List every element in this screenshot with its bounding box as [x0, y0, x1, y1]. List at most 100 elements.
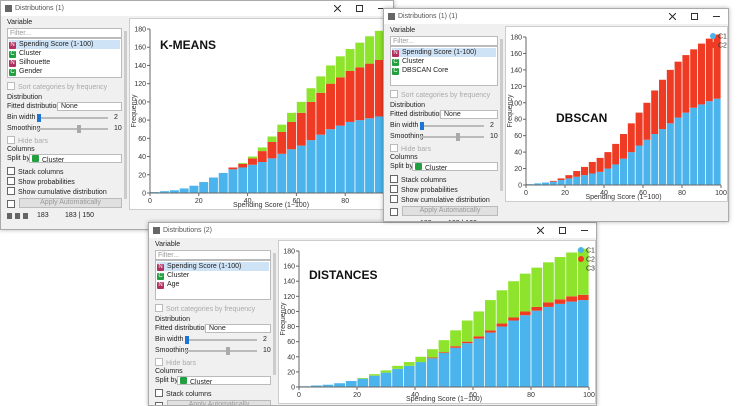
variable-item[interactable]: C Cluster [392, 57, 496, 66]
variable-name: Age [167, 281, 180, 288]
slider-track [420, 136, 484, 138]
hide-bars-checkbox[interactable]: Hide bars [155, 358, 196, 367]
bar [612, 143, 620, 165]
bar [690, 49, 698, 108]
slider-handle[interactable] [225, 347, 230, 355]
variable-item[interactable]: N Age [157, 280, 269, 289]
maximize-button[interactable] [691, 13, 698, 20]
bar [542, 182, 549, 185]
apply-button[interactable]: Apply Automatically [402, 206, 498, 216]
fitted-combo[interactable]: None [205, 324, 271, 333]
window-title: Distributions (1) [15, 5, 65, 12]
sort-checkbox[interactable]: Sort categories by frequency [155, 304, 255, 313]
bar [427, 357, 438, 359]
minimize-button[interactable] [378, 5, 385, 9]
bar [588, 173, 596, 185]
bar [682, 112, 690, 185]
slider-handle[interactable] [77, 125, 82, 133]
variable-list: N Spending Score (1-100) C Cluster N Age [155, 260, 271, 300]
slider-track [37, 128, 108, 130]
maximize-button[interactable] [356, 5, 363, 12]
window-title: Distributions (1) (1) [398, 13, 458, 20]
option-checkbox[interactable]: Show probabilities [390, 185, 458, 194]
bar [496, 323, 508, 327]
bar [698, 43, 705, 105]
option-checkbox[interactable]: Stack columns [390, 175, 447, 184]
slider-handle[interactable] [420, 122, 424, 130]
apply-button[interactable]: Apply Automatically [19, 198, 122, 208]
split-combo[interactable]: Cluster [29, 154, 122, 164]
slider-handle[interactable] [456, 133, 460, 141]
bar [508, 317, 519, 321]
maximize-button[interactable] [559, 227, 566, 234]
variable-item[interactable]: C Gender [9, 67, 120, 76]
bar [380, 372, 392, 387]
y-axis-label: Frequency [280, 302, 287, 336]
bar [326, 129, 336, 193]
bar [238, 162, 248, 164]
minimize-button[interactable] [581, 227, 588, 231]
fitted-combo[interactable]: None [57, 102, 122, 111]
variable-item[interactable]: C Cluster [9, 49, 120, 58]
apply-button[interactable]: Apply Automatically [167, 400, 271, 405]
chart-annotation: DISTANCES [309, 268, 377, 282]
bar [306, 101, 316, 141]
variable-name: Spending Score (1-100) [19, 41, 94, 48]
filter-input[interactable]: Filter... [390, 36, 498, 46]
option-checkbox[interactable]: Show probabilities [7, 177, 75, 186]
hide-bars-checkbox[interactable]: Hide bars [7, 136, 48, 145]
sort-checkbox[interactable]: Sort categories by frequency [7, 82, 107, 91]
field-label: Split by [7, 155, 30, 162]
section-label: Columns [390, 154, 418, 161]
bar [438, 340, 450, 353]
variable-item[interactable]: C DBSCAN Core [392, 66, 496, 75]
bar [392, 365, 403, 369]
bar [169, 190, 179, 193]
field-label: Fitted distribution [390, 111, 444, 118]
variable-name: Spending Score (1-100) [167, 263, 242, 270]
checkbox [390, 90, 398, 98]
filter-input[interactable]: Filter... [155, 250, 271, 260]
checkbox [7, 167, 15, 175]
split-combo[interactable]: Cluster [412, 162, 498, 172]
bar [365, 118, 375, 193]
option-checkbox[interactable]: Stack columns [7, 167, 64, 176]
bar [566, 296, 577, 302]
variable-item[interactable]: N Spending Score (1-100) [392, 48, 496, 57]
y-tick-label: 20 [514, 166, 522, 173]
variable-item[interactable]: N Spending Score (1-100) [9, 40, 120, 49]
bar [473, 311, 485, 337]
option-checkbox[interactable]: Show cumulative distribution [390, 195, 490, 204]
fitted-combo[interactable]: None [440, 110, 498, 119]
apply-checkbox[interactable] [155, 402, 163, 405]
chart: 0 20 40 60 80 100 120 140 160 180 0 20 40 60 80 100 Spen… [505, 26, 728, 202]
hide-bars-checkbox[interactable]: Hide bars [390, 144, 431, 153]
bar [277, 124, 287, 132]
bar [698, 104, 705, 185]
slider-handle[interactable] [185, 336, 189, 344]
section-label: Variable [390, 27, 416, 34]
variable-item[interactable]: C Cluster [157, 271, 269, 280]
close-button[interactable] [537, 227, 544, 234]
bar [218, 172, 228, 193]
bar [257, 147, 267, 152]
option-checkbox[interactable]: Show cumulative distribution [7, 187, 107, 196]
split-combo[interactable]: Cluster [177, 376, 271, 386]
sort-checkbox[interactable]: Sort categories by frequency [390, 90, 490, 99]
close-button[interactable] [669, 13, 676, 20]
option-checkbox[interactable]: Stack columns [155, 389, 212, 398]
bar [577, 294, 589, 301]
minimize-button[interactable] [713, 13, 720, 17]
apply-checkbox[interactable] [7, 200, 15, 208]
chart-annotation: DBSCAN [556, 111, 607, 125]
status-input: 183 [37, 212, 49, 219]
apply-checkbox[interactable] [390, 208, 398, 216]
close-button[interactable] [334, 5, 341, 12]
variable-item[interactable]: N Silhouette [9, 58, 120, 67]
slider-handle[interactable] [37, 114, 41, 122]
bar [228, 167, 238, 170]
filter-input[interactable]: Filter... [7, 28, 122, 38]
section-label: Distribution [7, 94, 43, 101]
variable-item[interactable]: N Spending Score (1-100) [157, 262, 269, 271]
variable-icon: C [392, 68, 399, 75]
